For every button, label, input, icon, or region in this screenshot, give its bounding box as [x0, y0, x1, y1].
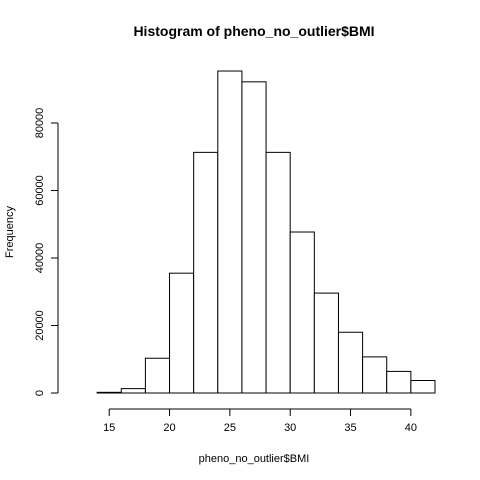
chart-title: Histogram of pheno_no_outlier$BMI	[133, 23, 374, 39]
y-tick-label-20000: 20000	[34, 310, 46, 341]
x-tick-label-20: 20	[163, 422, 175, 434]
histogram-bar-3	[144, 357, 171, 394]
y-tick-label-0: 0	[34, 390, 46, 396]
y-axis-label: Frequency	[4, 206, 16, 258]
bars-group	[96, 70, 436, 394]
histogram-bar-7	[241, 81, 267, 394]
histogram-bar-9	[289, 231, 315, 394]
x-tick-label-30: 30	[284, 422, 296, 434]
x-tick-label-15: 15	[103, 422, 115, 434]
histogram-bar-12	[362, 356, 388, 394]
histogram-bar-13	[386, 370, 412, 394]
y-tick-label-40000: 40000	[34, 243, 46, 274]
histogram-bar-2	[120, 388, 146, 394]
x-axis-label: pheno_no_outlier$BMI	[199, 453, 310, 465]
x-tick-label-40: 40	[405, 422, 417, 434]
y-tick-label-80000: 80000	[34, 108, 46, 139]
histogram-bar-4	[169, 272, 195, 394]
x-tick-label-25: 25	[224, 422, 236, 434]
histogram-bar-11	[337, 331, 364, 394]
x-axis: 15 20 25 30 35 40	[103, 408, 417, 434]
histogram-bar-5	[193, 151, 219, 394]
y-tick-label-60000: 60000	[34, 175, 46, 206]
histogram-bar-1	[96, 391, 122, 394]
histogram-bar-14	[410, 380, 436, 394]
histogram-bar-6	[217, 70, 243, 394]
y-axis: 0 20000 40000 60000 80000	[34, 108, 59, 396]
histogram-bar-10	[313, 292, 339, 394]
x-tick-label-35: 35	[344, 422, 356, 434]
histogram-bar-8	[265, 151, 291, 394]
